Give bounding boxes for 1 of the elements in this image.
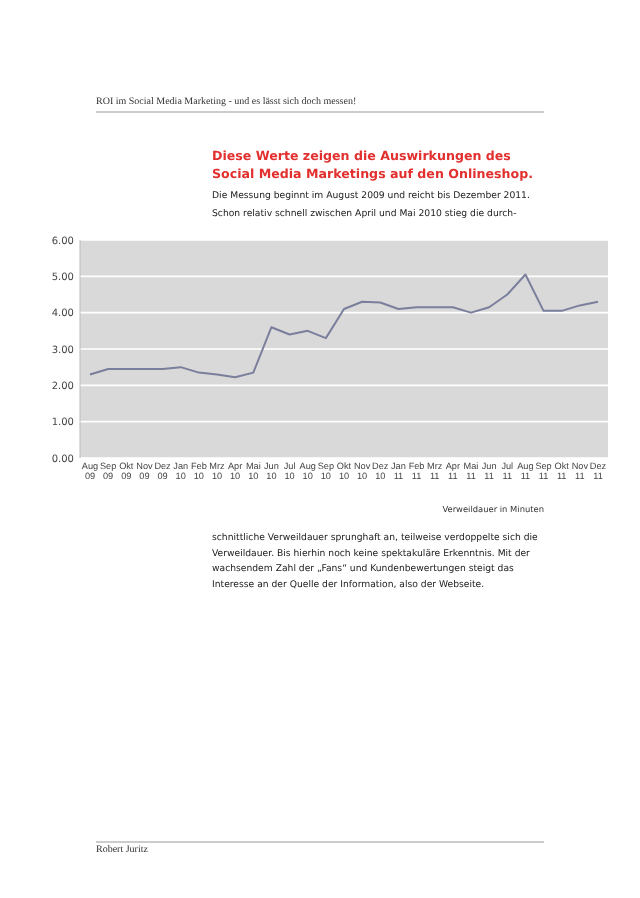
line-series bbox=[89, 273, 599, 379]
